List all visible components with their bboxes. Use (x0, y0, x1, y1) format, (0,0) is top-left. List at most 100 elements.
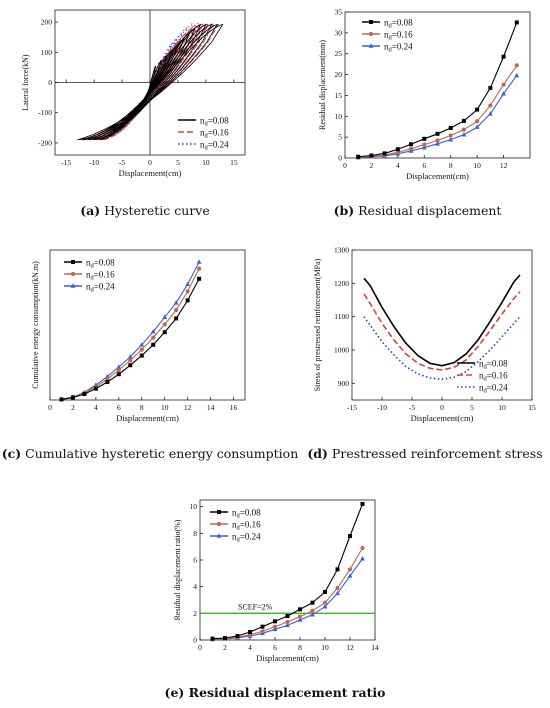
hysteresis-loop-0-12 (77, 23, 224, 141)
x-tick-label-2: -5 (119, 158, 125, 167)
data-point-2-6 (285, 622, 290, 628)
data-point-0-0 (356, 154, 361, 159)
legend-label-0: nd=0.08 (384, 18, 413, 30)
legend-label-0: nd=0.08 (200, 116, 229, 128)
series-line-1 (61, 268, 200, 400)
legend-marker-0 (71, 260, 75, 264)
data-point-1-5 (116, 367, 121, 373)
caption-b: (b) Residual displacement (333, 203, 502, 218)
legend-label-1: nd=0.16 (200, 128, 229, 140)
y-tick-label-1: -100 (38, 108, 52, 117)
x-tick-label-2: 4 (94, 403, 98, 412)
series-line-0 (358, 22, 518, 158)
x-tick-label-6: 12 (184, 403, 192, 412)
x-tick-label-6: 15 (528, 403, 536, 412)
data-point-0-1 (70, 395, 75, 400)
legend-entry-0: nd=0.08 (362, 18, 413, 30)
legend-entry-2: nd=0.24 (362, 42, 413, 54)
series-line-0 (61, 278, 200, 400)
series-line-0 (363, 274, 521, 367)
legend-label-0: nd=0.08 (86, 258, 115, 270)
legend-entry-0: nd=0.08 (64, 258, 115, 270)
y-tick-label-6: 30 (335, 28, 343, 37)
chart-c-cumulative-energy: 0 2 4 6 8 10 12 14 16 Displacement(cm) Cumulative … (31, 249, 246, 423)
data-point-1-7 (139, 347, 144, 352)
x-tick-label-1: -10 (377, 403, 387, 412)
data-point-0-3 (248, 630, 252, 634)
series-2 (59, 259, 202, 402)
x-tick-label-0: -15 (347, 403, 357, 412)
data-point-0-10 (335, 567, 340, 572)
data-point-0-4 (260, 624, 265, 629)
data-point-2-12 (196, 259, 202, 264)
data-point-0-5 (273, 619, 277, 624)
data-point-0-3 (395, 147, 400, 152)
legend-entry-1: nd=0.16 (210, 520, 261, 532)
x-axis-label: Displacement(cm) (116, 413, 179, 423)
data-point-0-12 (360, 502, 365, 506)
y-tick-label-1: 2 (193, 609, 197, 618)
data-point-1-5 (272, 624, 278, 629)
data-point-2-8 (461, 132, 467, 137)
legend-label-2: nd=0.24 (479, 383, 508, 395)
data-point-2-9 (162, 314, 168, 319)
x-tick-label-2: -5 (409, 403, 415, 412)
legend-label-2: nd=0.24 (384, 42, 413, 54)
data-point-0-5 (116, 372, 121, 377)
series-0 (356, 20, 519, 159)
legend-marker-2 (368, 43, 374, 48)
x-tick-label-3: 6 (117, 403, 121, 412)
y-axis-label: Lateral force(kN) (21, 54, 30, 111)
data-point-0-4 (409, 142, 414, 147)
x-tick-label-8: 16 (230, 403, 238, 412)
x-tick-label-0: -15 (61, 158, 71, 167)
data-point-2-12 (514, 72, 520, 78)
legend-entry-2: nd=0.24 (457, 383, 508, 395)
data-point-1-7 (297, 614, 303, 619)
x-tick-label-5: 10 (161, 403, 169, 412)
x-tick-label-7: 14 (371, 643, 379, 652)
data-point-1-12 (514, 63, 519, 68)
data-point-0-10 (174, 316, 179, 321)
y-tick-label-0: -200 (38, 138, 52, 147)
data-point-1-9 (162, 322, 167, 327)
legend-label-0: nd=0.08 (479, 359, 508, 371)
x-tick-label-3: 0 (148, 158, 152, 167)
y-tick-label-4: 200 (41, 18, 53, 27)
legend-marker-1 (216, 521, 222, 527)
y-tick-label-5: 10 (190, 502, 198, 511)
y-tick-label-1: 5 (338, 133, 342, 142)
x-tick-label-4: 5 (470, 403, 474, 412)
series-0 (77, 23, 224, 141)
data-point-0-1 (369, 153, 374, 158)
y-tick-label-2: 0 (48, 78, 52, 87)
y-tick-label-5: 25 (335, 49, 343, 58)
data-point-1-9 (475, 119, 480, 124)
x-tick-label-4: 5 (176, 158, 180, 167)
data-point-2-7 (139, 342, 145, 347)
data-point-0-8 (310, 600, 315, 605)
series-2 (210, 556, 365, 642)
caption-d: (d) Prestressed reinforcement stress (307, 446, 543, 461)
series-2 (363, 316, 521, 381)
series-0 (363, 274, 521, 367)
data-point-0-11 (501, 54, 506, 59)
legend-entry-0: nd=0.08 (457, 359, 508, 371)
data-point-0-1 (223, 636, 227, 640)
data-point-2-9 (474, 124, 480, 129)
legend-entry-0: nd=0.08 (178, 116, 229, 128)
x-tick-label-4: 8 (449, 161, 453, 170)
y-tick-label-2: 4 (193, 582, 197, 591)
data-point-2-8 (150, 329, 156, 334)
y-tick-label-3: 6 (193, 556, 197, 565)
x-tick-label-4: 8 (140, 403, 144, 412)
hysteresis-loop-0-11 (82, 23, 218, 141)
x-tick-label-3: 6 (273, 643, 277, 652)
x-tick-label-2: 4 (248, 643, 252, 652)
data-point-2-6 (435, 141, 440, 146)
x-axis-label: Displacement(cm) (411, 413, 474, 423)
data-point-0-8 (461, 118, 466, 123)
chart-b-residual-displacement: 0 2 4 6 8 10 12 0 5 10 15 20 25 30 35 Displacement(cm) R… (318, 8, 531, 181)
y-tick-label-4: 20 (335, 70, 343, 79)
data-point-1-11 (501, 82, 506, 87)
